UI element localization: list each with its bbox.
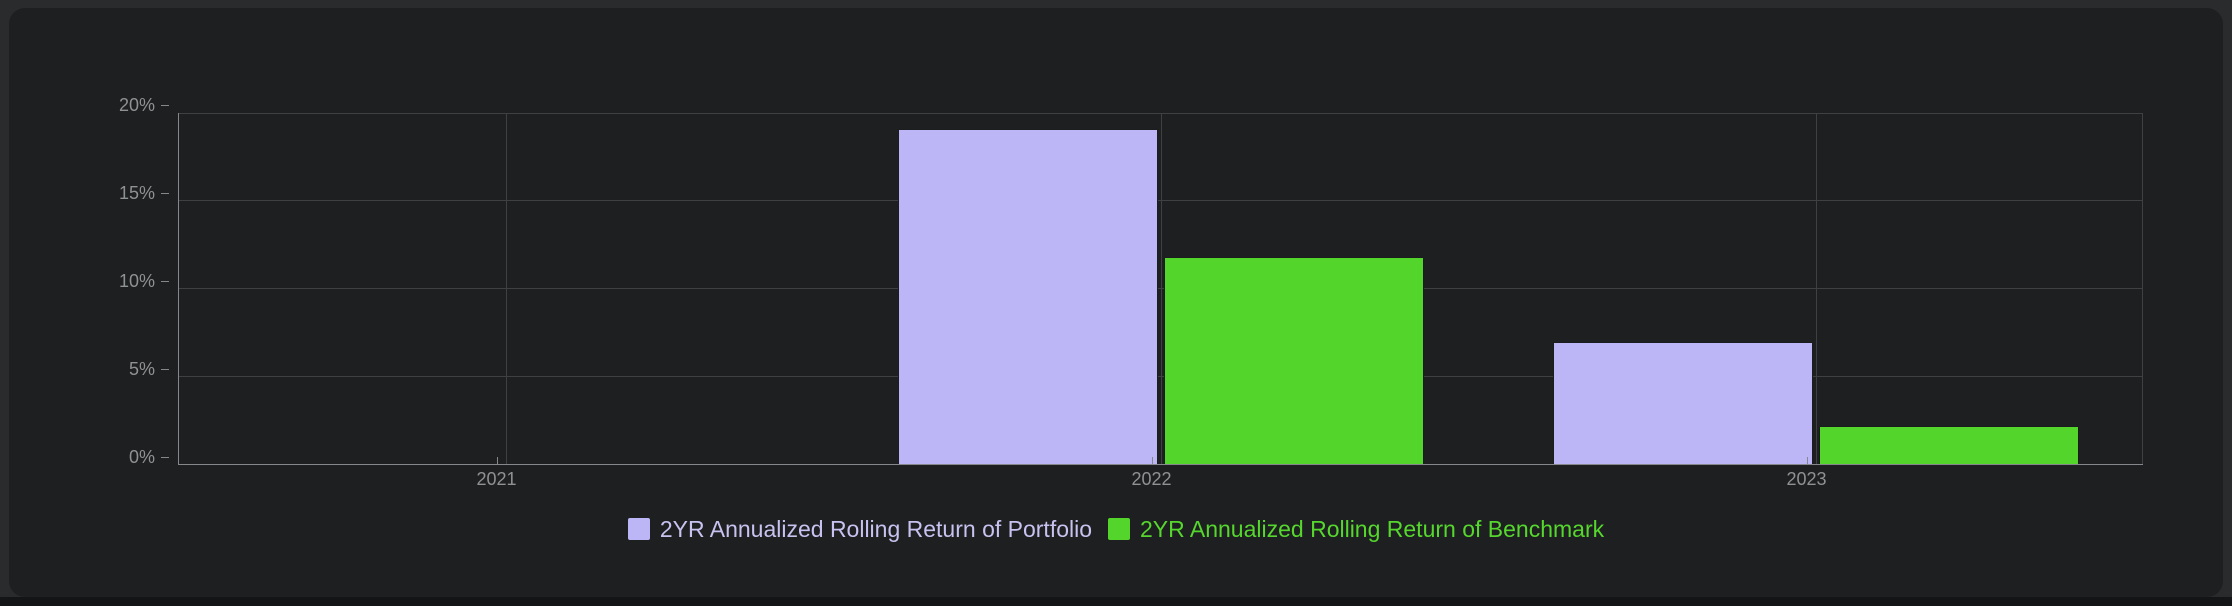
vertical-gridline bbox=[1160, 113, 1162, 465]
y-tick-label: 0% bbox=[128, 447, 155, 467]
x-axis-tick bbox=[1806, 457, 1808, 465]
bar-portfolio-2022 bbox=[897, 128, 1158, 465]
plot-area bbox=[178, 113, 2143, 465]
y-axis-tick bbox=[161, 457, 169, 458]
y-axis-tick bbox=[161, 193, 169, 194]
y-axis-tick bbox=[161, 105, 169, 106]
bar-benchmark-2022 bbox=[1163, 257, 1424, 465]
x-tick-label: 2023 bbox=[1786, 469, 1827, 489]
x-tick-label: 2022 bbox=[1131, 469, 1172, 489]
page-background-strip bbox=[0, 597, 2232, 606]
x-axis-tick bbox=[1151, 457, 1153, 465]
y-tick-label: 5% bbox=[128, 359, 155, 379]
y-tick-label: 10% bbox=[118, 271, 155, 291]
plot-top-border bbox=[178, 113, 2143, 114]
y-axis-line bbox=[178, 113, 179, 465]
y-tick-label: 20% bbox=[118, 95, 155, 115]
x-axis-tick bbox=[496, 457, 498, 465]
y-axis-tick bbox=[161, 369, 169, 370]
legend-swatch-benchmark bbox=[1108, 518, 1131, 540]
vertical-gridline bbox=[505, 113, 507, 465]
chart-legend: 2YR Annualized Rolling Return of Portfol… bbox=[9, 511, 2223, 547]
y-tick-label: 15% bbox=[118, 183, 155, 203]
plot-right-border bbox=[2142, 113, 2143, 465]
legend-label: 2YR Annualized Rolling Return of Portfol… bbox=[659, 516, 1093, 542]
legend-swatch-portfolio bbox=[627, 518, 650, 540]
x-tick-label: 2021 bbox=[476, 469, 517, 489]
x-axis-line bbox=[178, 464, 2143, 465]
bar-benchmark-2023 bbox=[1818, 426, 2079, 465]
chart-card: 0% 5% 10% 15% 20% 2021 2022 2023 2YR Annualized… bbox=[9, 8, 2223, 597]
bar-portfolio-2023 bbox=[1552, 341, 1813, 465]
legend-label: 2YR Annualized Rolling Return of Benchma… bbox=[1140, 516, 1605, 542]
y-axis-tick bbox=[161, 281, 169, 282]
vertical-gridline bbox=[1815, 113, 1817, 465]
legend-item-benchmark[interactable]: 2YR Annualized Rolling Return of Benchma… bbox=[1108, 516, 1604, 542]
legend-item-portfolio[interactable]: 2YR Annualized Rolling Return of Portfol… bbox=[627, 516, 1093, 542]
